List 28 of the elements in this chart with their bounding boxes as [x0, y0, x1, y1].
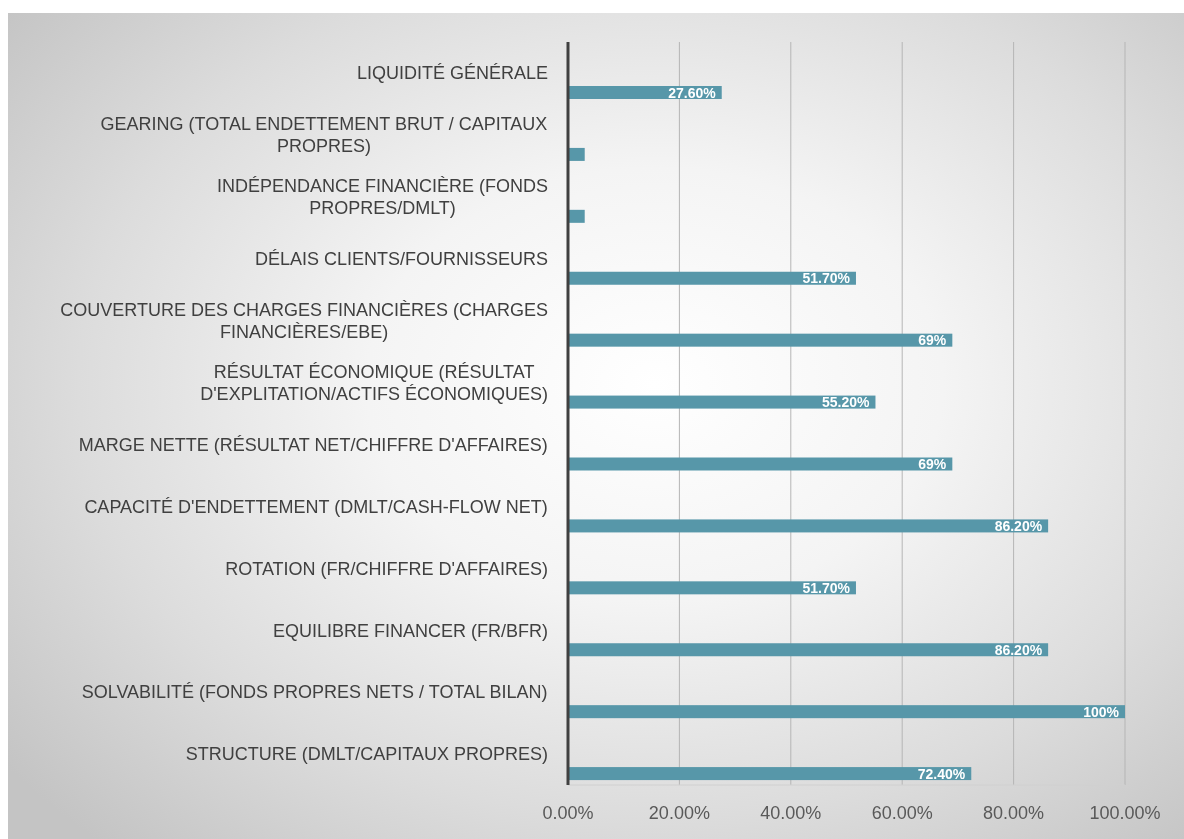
- data-label: 69%: [918, 456, 947, 473]
- data-label: 86.20%: [994, 641, 1043, 658]
- x-tick-label: 20.00%: [648, 802, 710, 823]
- y-tick-label: ROTATION (FR/CHIFFRE D'AFFAIRES): [225, 558, 548, 579]
- y-tick-label: GEARING (TOTAL ENDETTEMENT BRUT / CAPITAUX PROPRES): [100, 114, 548, 157]
- y-tick-label: EQUILIBRE FINANCER (FR/BFR): [272, 620, 549, 641]
- y-tick-label: COUVERTURE DES CHARGES FINANCIÈRES (CHARGES FINANCIÈRES/EBE): [60, 299, 548, 342]
- data-label: 51.70%: [802, 270, 851, 287]
- x-tick-label: 0.00%: [542, 802, 594, 823]
- x-tick-label: 100.00%: [1089, 802, 1161, 823]
- x-tick-label: 60.00%: [871, 802, 933, 823]
- data-label: 51.70%: [802, 579, 851, 596]
- data-label: 55.20%: [821, 394, 871, 411]
- y-tick-label: LIQUIDITÉ GÉNÉRALE: [356, 63, 549, 84]
- y-tick-label: MARGE NETTE (RÉSULTAT NET/CHIFFRE D'AFFAIRES): [78, 434, 548, 455]
- data-label: 69%: [918, 332, 947, 349]
- y-tick-label: RÉSULTAT ÉCONOMIQUE (RÉSULTAT D'EXPLITATION/ACTIFS ÉCONOMIQUES): [200, 361, 549, 404]
- x-tick-label: 80.00%: [983, 802, 1045, 823]
- y-tick-label: STRUCTURE (DMLT/CAPITAUX PROPRES): [185, 744, 548, 765]
- data-label: 86.20%: [994, 517, 1043, 534]
- x-tick-label: 40.00%: [760, 802, 822, 823]
- data-label: 27.60%: [668, 84, 717, 101]
- y-tick-label: SOLVABILITÉ (FONDS PROPRES NETS / TOTAL BILAN): [81, 682, 548, 703]
- data-label: 100%: [1083, 703, 1120, 720]
- y-tick-label: DÉLAIS CLIENTS/FOURNISSEURS: [254, 249, 548, 270]
- y-tick-label: INDÉPENDANCE FINANCIÈRE (FONDS PROPRES/DMLT): [216, 176, 548, 219]
- y-tick-label: CAPACITÉ D'ENDETTEMENT (DMLT/CASH-FLOW NET): [84, 496, 548, 517]
- data-label: 72.40%: [917, 765, 966, 782]
